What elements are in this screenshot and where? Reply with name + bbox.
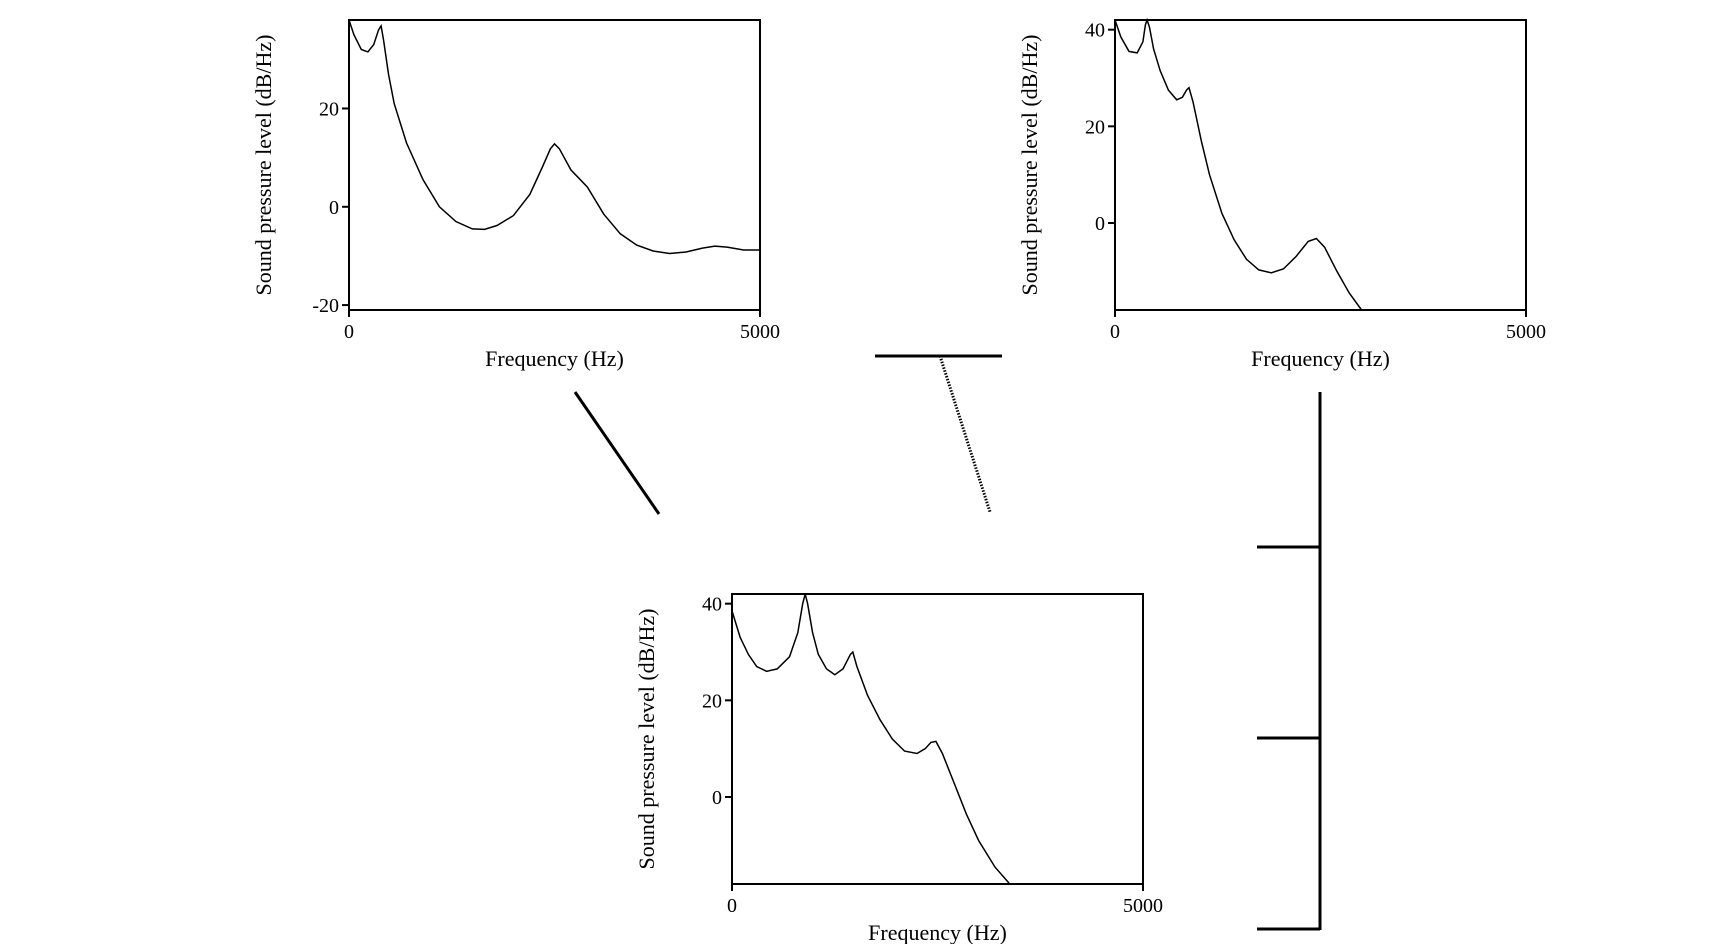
y-tick-label: 0 — [1095, 213, 1105, 235]
x-tick-label: 0 — [1110, 321, 1120, 343]
spectrum-plot-top-right: 40 20 0 0 5000 Frequency (Hz) Sound pressure l… — [1017, 17, 1546, 371]
plot-frame — [731, 593, 1144, 885]
connector-dotted-diagonal — [938, 355, 992, 513]
y-axis-label: Sound pressure level (dB/Hz) — [251, 35, 276, 296]
x-tick-label: 5000 — [740, 321, 780, 343]
x-tick-label: 0 — [727, 895, 737, 917]
spectrum-curve — [731, 593, 1011, 885]
spectrum-curve — [1114, 17, 1363, 311]
y-tick-label: 0 — [329, 197, 339, 219]
y-tick-label: 40 — [1085, 20, 1105, 42]
x-axis-label: Frequency (Hz) — [1251, 346, 1390, 371]
x-axis-label: Frequency (Hz) — [868, 920, 1007, 944]
y-tick-label: 20 — [319, 98, 339, 120]
y-tick-label: -20 — [312, 295, 339, 317]
spectrum-curve — [348, 19, 760, 255]
y-tick-label: 20 — [702, 690, 722, 712]
x-tick-label: 5000 — [1506, 321, 1546, 343]
y-axis-label: Sound pressure level (dB/Hz) — [634, 609, 659, 870]
plot-frame — [348, 19, 761, 311]
y-tick-label: 20 — [1085, 116, 1105, 138]
y-axis-label: Sound pressure level (dB/Hz) — [1017, 35, 1042, 296]
x-tick-label: 5000 — [1123, 895, 1163, 917]
connector-left-diagonal — [573, 391, 661, 515]
plot-frame — [1114, 19, 1527, 311]
x-axis-label: Frequency (Hz) — [485, 346, 624, 371]
spectrum-plot-bottom-center: 40 20 0 0 5000 Frequency (Hz) Sound pressure l… — [634, 593, 1163, 944]
connector-group — [573, 354, 1322, 931]
x-tick-label: 0 — [344, 321, 354, 343]
y-tick-label: 40 — [702, 594, 722, 616]
y-tick-label: 0 — [712, 787, 722, 809]
